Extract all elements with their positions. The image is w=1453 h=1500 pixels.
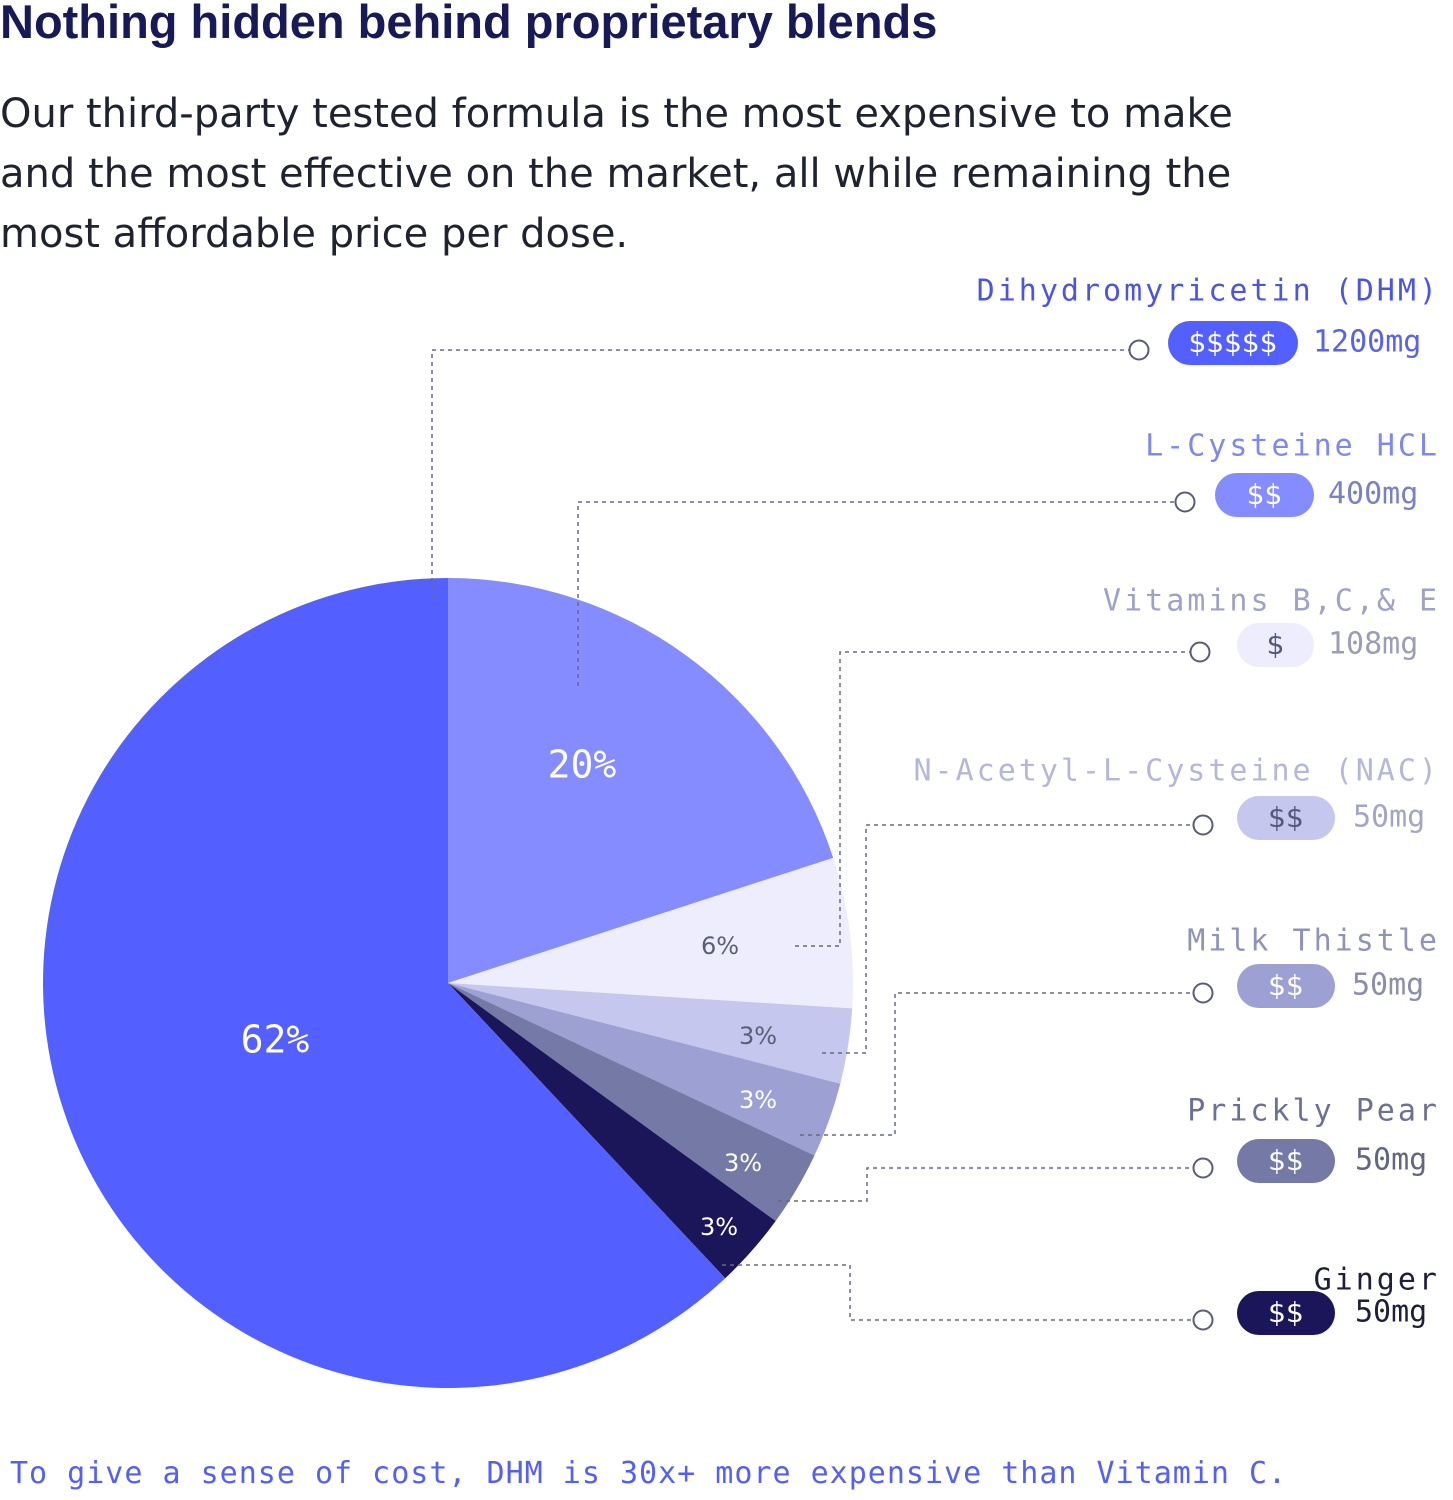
pie-slice-2 [448,857,853,1009]
pie-slices [43,578,853,1388]
cost-badge-label-4: $$ [1268,969,1304,1002]
cost-badge-label-3: $$ [1268,801,1304,834]
pie-slice-6 [448,983,776,1279]
leader-lines [431,339,1214,1331]
chart-title: Nothing hidden behind proprietary blends [0,0,938,48]
ingredient-name-0: Dihydromyricetin (DHM) [977,274,1440,309]
ingredient-name-2: Vitamins B,C,& E [1103,584,1440,619]
pie-slice-3 [448,983,853,1084]
leader-end-circle-0 [1128,339,1150,361]
percent-label-1: 20% [548,743,617,787]
leader-line-2 [795,651,1190,947]
percent-label-5: 3% [724,1149,762,1177]
ingredient-name-6: Ginger [1314,1263,1440,1298]
cost-badge-2 [1237,623,1314,667]
leader-end-circle-5 [1192,1157,1214,1179]
chart-subtitle: Our third-party tested formula is the mo… [0,91,1233,257]
leader-line-5 [778,1167,1193,1202]
cost-badge-6 [1237,1291,1335,1335]
ingredient-amount-2: 108mg [1328,627,1418,662]
pie-chart: 62% 20% 6% 3% 3% 3% 3% Dihydromyricetin (DHM) $… [43,274,1440,1388]
pie-slice-4 [448,983,841,1156]
ingredient-name-3: N-Acetyl-L-Cysteine (NAC) [913,754,1440,789]
cost-badge-label-6: $$ [1268,1296,1304,1329]
ingredient-amount-3: 50mg [1353,800,1425,835]
ingredient-amount-0: 1200mg [1313,325,1421,360]
cost-badge-label-5: $$ [1268,1144,1304,1177]
ingredient-amount-5: 50mg [1355,1143,1427,1178]
ingredient-name-5: Prickly Pear [1187,1094,1440,1129]
cost-badge-4 [1237,964,1335,1008]
ingredient-amount-4: 50mg [1352,968,1424,1003]
ingredient-name-1: L-Cysteine HCL [1145,429,1440,464]
percent-labels: 62% 20% 6% 3% 3% 3% 3% [241,743,777,1242]
cost-badge-label-1: $$ [1247,478,1283,511]
leader-end-circle-3 [1192,814,1214,836]
pie-slice-1 [448,578,834,983]
cost-badge-0 [1168,321,1298,365]
pie-slice-0 [43,578,726,1388]
ingredient-name-4: Milk Thistle [1187,924,1440,959]
cost-badge-3 [1237,796,1335,840]
leader-line-1 [577,501,1176,686]
leader-line-0 [431,349,1130,598]
leader-end-circle-4 [1192,982,1214,1004]
percent-label-6: 3% [700,1213,738,1241]
cost-footnote: To give a sense of cost, DHM is 30x+ mor… [10,1456,1288,1491]
ingredient-amount-6: 50mg [1355,1295,1427,1330]
cost-badge-label-0: $$$$$ [1188,326,1277,359]
leader-end-circle-2 [1189,641,1211,663]
leader-end-circle-6 [1192,1309,1214,1331]
percent-label-3: 3% [739,1022,777,1050]
leader-line-4 [800,992,1193,1136]
pie-slice-5 [448,983,815,1222]
cost-badge-label-2: $ [1267,628,1285,661]
leader-end-circle-1 [1174,491,1196,513]
ingredient-legend: Dihydromyricetin (DHM)$$$$$ 1200mgL-Cyste… [913,274,1440,1335]
percent-label-4: 3% [739,1086,777,1114]
percent-label-0: 62% [241,1018,310,1062]
leader-line-3 [822,824,1193,1054]
ingredient-amount-1: 400mg [1328,477,1418,512]
cost-badge-1 [1215,473,1314,517]
leader-line-6 [722,1264,1193,1321]
percent-label-2: 6% [701,932,739,960]
cost-badge-5 [1237,1139,1335,1183]
